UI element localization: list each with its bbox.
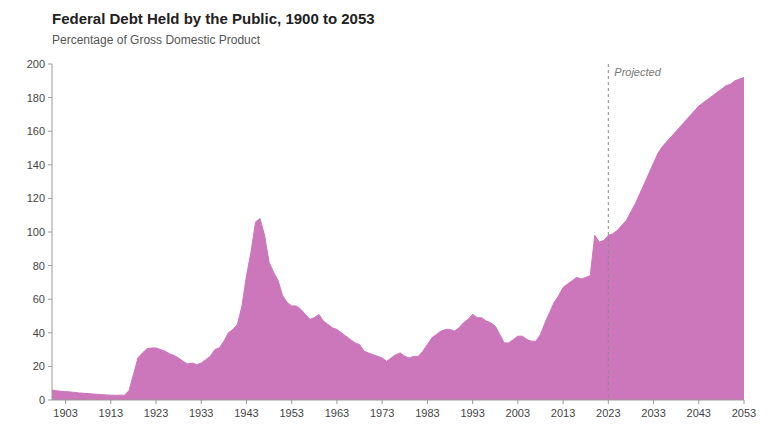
x-tick — [156, 400, 157, 404]
y-tick — [48, 366, 52, 367]
y-tick — [48, 164, 52, 165]
y-tick — [48, 131, 52, 132]
x-tick — [246, 400, 247, 404]
x-tick-label: 1973 — [370, 407, 394, 419]
y-tick-label: 60 — [33, 293, 45, 305]
annotation-line — [608, 64, 609, 400]
x-tick-label: 1983 — [415, 407, 439, 419]
x-tick — [110, 400, 111, 404]
y-tick — [48, 97, 52, 98]
x-tick — [608, 400, 609, 404]
x-tick — [744, 400, 745, 404]
x-tick-label: 2043 — [687, 407, 711, 419]
y-tick-label: 200 — [27, 58, 45, 70]
x-tick — [201, 400, 202, 404]
x-tick — [517, 400, 518, 404]
x-tick — [653, 400, 654, 404]
y-tick — [48, 299, 52, 300]
x-tick — [382, 400, 383, 404]
title: Federal Debt Held by the Public, 1900 to… — [52, 10, 375, 27]
annotation-label: Projected — [614, 66, 661, 78]
axes: 0 20 40 60 80 100 120 140 160 180 200 1903 1913 1923 1… — [27, 58, 757, 419]
y-tick-label: 0 — [39, 394, 45, 406]
y-tick — [48, 332, 52, 333]
y-tick-label: 160 — [27, 125, 45, 137]
x-tick — [472, 400, 473, 404]
x-tick-label: 1923 — [144, 407, 168, 419]
x-tick-label: 2013 — [551, 407, 575, 419]
x-tick — [563, 400, 564, 404]
x-tick-label: 1913 — [99, 407, 123, 419]
x-tick — [698, 400, 699, 404]
x-tick-label: 2053 — [732, 407, 756, 419]
x-tick-label: 1963 — [325, 407, 349, 419]
y-tick-label: 40 — [33, 327, 45, 339]
chart: Federal Debt Held by the Public, 1900 to… — [0, 0, 768, 434]
x-tick — [65, 400, 66, 404]
x-tick-label: 1993 — [460, 407, 484, 419]
area — [52, 77, 744, 400]
x-tick-label: 2023 — [596, 407, 620, 419]
y-tick-label: 120 — [27, 192, 45, 204]
y-tick — [48, 400, 52, 401]
y-tick — [48, 232, 52, 233]
annotations: Projected — [608, 64, 661, 400]
x-tick-label: 2033 — [641, 407, 665, 419]
x-tick-label: 2003 — [506, 407, 530, 419]
y-tick — [48, 64, 52, 65]
x-tick-label: 1933 — [189, 407, 213, 419]
y-tick-label: 100 — [27, 226, 45, 238]
plot-area — [52, 77, 744, 400]
y-tick-label: 140 — [27, 159, 45, 171]
y-tick — [48, 198, 52, 199]
y-tick — [48, 265, 52, 266]
x-tick-label: 1903 — [53, 407, 77, 419]
subtitle: Percentage of Gross Domestic Product — [52, 33, 261, 47]
x-tick-label: 1953 — [279, 407, 303, 419]
y-tick-label: 80 — [33, 260, 45, 272]
x-tick — [291, 400, 292, 404]
x-tick-label: 1943 — [234, 407, 258, 419]
x-tick — [427, 400, 428, 404]
y-tick-label: 20 — [33, 360, 45, 372]
y-tick-label: 180 — [27, 92, 45, 104]
x-tick — [336, 400, 337, 404]
page: {"chart_data": { "type": "area", "title"… — [0, 0, 768, 434]
